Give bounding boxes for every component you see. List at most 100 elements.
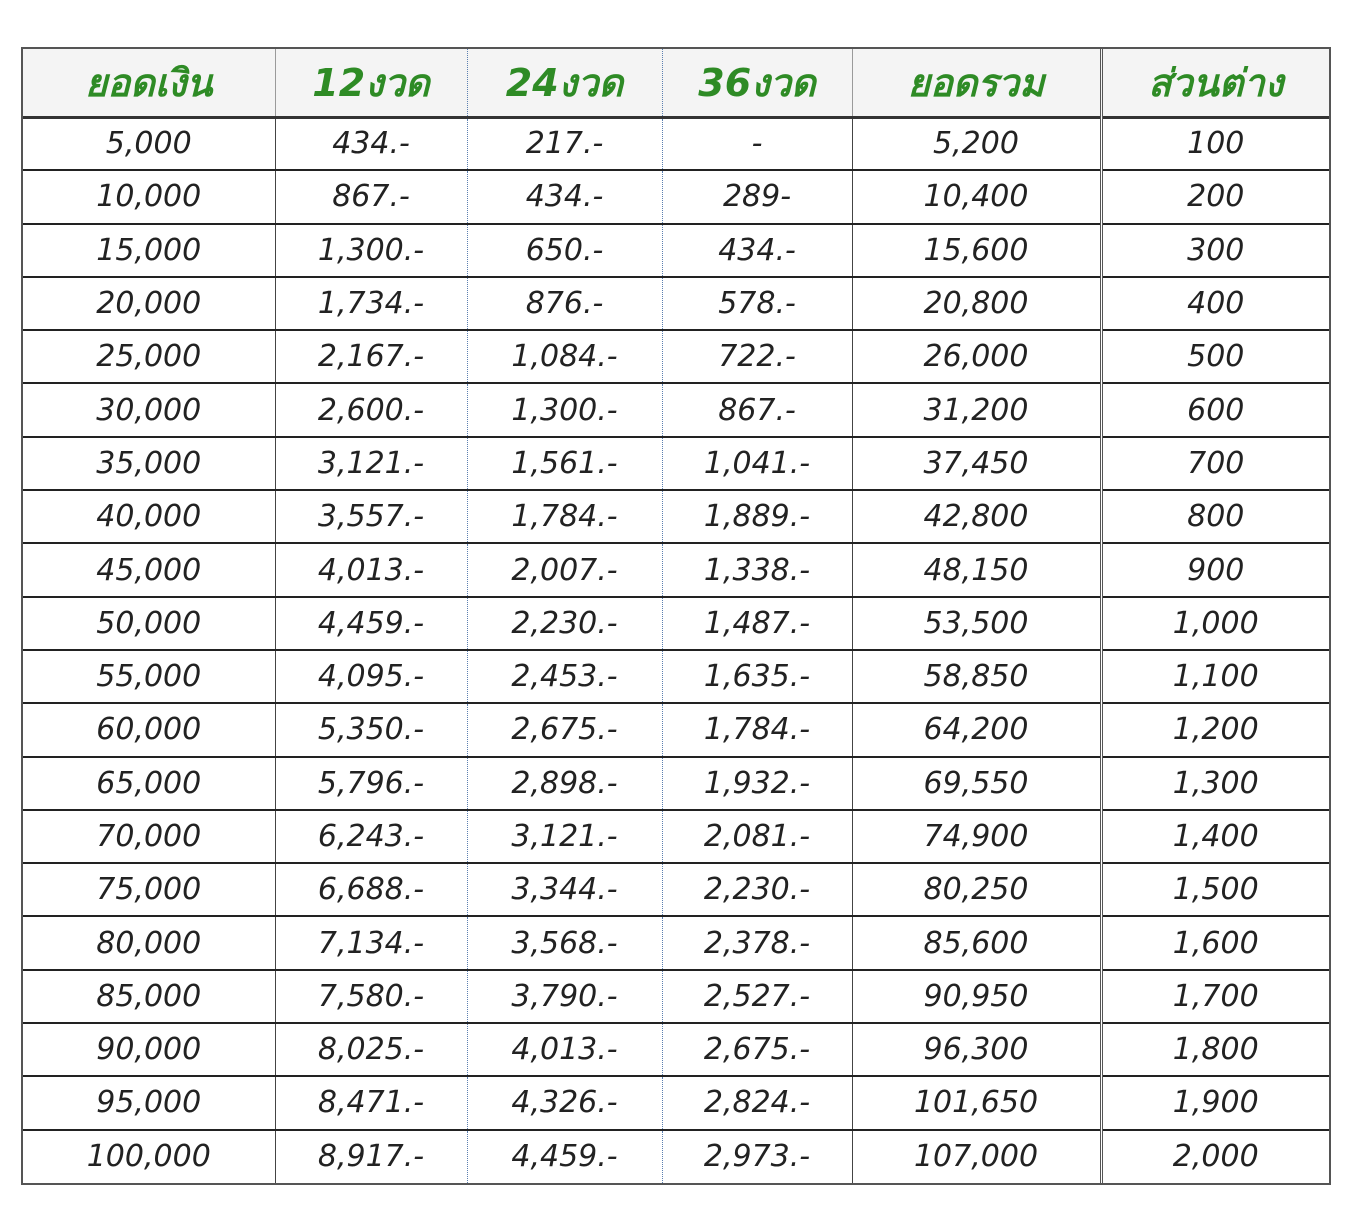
table-row: 95,000 8,471.- 4,326.- 2,824.- 101,650 1,900 (23, 1076, 1329, 1131)
installment-36-cell: 434.- (662, 223, 853, 278)
installment-12-cell: 1,300.- (275, 223, 468, 278)
difference-cell: 1,800 (1101, 1023, 1329, 1078)
amount-cell: 35,000 (23, 436, 276, 492)
installment-36-cell: 1,889.- (662, 490, 853, 545)
installment-36-cell: 578.- (662, 276, 853, 332)
total-cell: 20,800 (852, 276, 1103, 332)
header-row: ยอดเงิน 12งวด 24งวด 36งวด ยอดรวม ส่วนต่า… (23, 49, 1329, 119)
table-row: 60,000 5,350.- 2,675.- 1,784.- 64,200 1,200 (23, 703, 1329, 758)
amount-cell: 15,000 (23, 223, 276, 278)
total-cell: 69,550 (852, 756, 1103, 811)
installment-24-cell: 434.- (467, 170, 663, 225)
installment-36-cell: 289- (662, 170, 853, 225)
installment-table-container: ยอดเงิน 12งวด 24งวด 36งวด ยอดรวม ส่วนต่า… (21, 47, 1331, 1185)
amount-cell: 10,000 (23, 170, 276, 225)
installment-12-cell: 434.- (275, 117, 468, 172)
header-36-installments: 36งวด (662, 49, 853, 119)
installment-36-cell: 2,230.- (662, 863, 853, 918)
total-cell: 37,450 (852, 436, 1103, 492)
amount-cell: 45,000 (23, 543, 276, 598)
installment-36-cell: 2,675.- (662, 1023, 853, 1078)
difference-cell: 1,700 (1101, 969, 1329, 1025)
installment-12-cell: 5,350.- (275, 703, 468, 758)
installment-24-cell: 1,300.- (467, 383, 663, 438)
total-cell: 53,500 (852, 596, 1103, 651)
difference-cell: 300 (1101, 223, 1329, 278)
installment-24-cell: 4,013.- (467, 1023, 663, 1078)
table-row: 100,000 8,917.- 4,459.- 2,973.- 107,000 2,000 (23, 1129, 1329, 1183)
installment-24-cell: 2,898.- (467, 756, 663, 811)
total-cell: 90,950 (852, 969, 1103, 1025)
amount-cell: 95,000 (23, 1076, 276, 1131)
total-cell: 42,800 (852, 490, 1103, 545)
table-row: 75,000 6,688.- 3,344.- 2,230.- 80,250 1,500 (23, 863, 1329, 918)
installment-24-cell: 3,121.- (467, 809, 663, 865)
difference-cell: 100 (1101, 117, 1329, 172)
total-cell: 96,300 (852, 1023, 1103, 1078)
difference-cell: 700 (1101, 436, 1329, 492)
table-row: 20,000 1,734.- 876.- 578.- 20,800 400 (23, 276, 1329, 332)
header-24-installments: 24งวด (467, 49, 663, 119)
installment-12-cell: 7,580.- (275, 969, 468, 1025)
installment-12-cell: 867.- (275, 170, 468, 225)
table-row: 30,000 2,600.- 1,300.- 867.- 31,200 600 (23, 383, 1329, 438)
installment-36-cell: 1,784.- (662, 703, 853, 758)
amount-cell: 80,000 (23, 916, 276, 971)
installment-12-cell: 8,471.- (275, 1076, 468, 1131)
difference-cell: 1,500 (1101, 863, 1329, 918)
amount-cell: 85,000 (23, 969, 276, 1025)
total-cell: 80,250 (852, 863, 1103, 918)
installment-36-cell: 1,635.- (662, 649, 853, 705)
installment-12-cell: 1,734.- (275, 276, 468, 332)
installment-24-cell: 2,230.- (467, 596, 663, 651)
total-cell: 15,600 (852, 223, 1103, 278)
installment-36-cell: 2,973.- (662, 1129, 853, 1183)
difference-cell: 2,000 (1172, 1139, 1259, 1175)
installment-24-cell: 1,561.- (467, 436, 663, 492)
difference-cell: 1,100 (1101, 649, 1329, 705)
installment-24-cell: 2,007.- (467, 543, 663, 598)
table-row: 40,000 3,557.- 1,784.- 1,889.- 42,800 800 (23, 490, 1329, 545)
installment-24-cell: 4,326.- (467, 1076, 663, 1131)
difference-cell: 200 (1101, 170, 1329, 225)
amount-cell: 50,000 (23, 596, 276, 651)
amount-cell: 70,000 (23, 809, 276, 865)
difference-cell: 1,000 (1101, 596, 1329, 651)
difference-cell: 1,400 (1101, 809, 1329, 865)
installment-table: ยอดเงิน 12งวด 24งวด 36งวด ยอดรวม ส่วนต่า… (23, 49, 1329, 1183)
amount-cell: 60,000 (23, 703, 276, 758)
amount-cell: 75,000 (23, 863, 276, 918)
table-row: 55,000 4,095.- 2,453.- 1,635.- 58,850 1,100 (23, 649, 1329, 705)
total-cell: 101,650 (852, 1076, 1103, 1131)
total-cell: 58,850 (852, 649, 1103, 705)
installment-24-cell: 3,344.- (467, 863, 663, 918)
installment-12-cell: 4,013.- (275, 543, 468, 598)
header-amount: ยอดเงิน (23, 49, 276, 119)
total-cell: 107,000 (852, 1129, 1103, 1183)
installment-24-cell: 876.- (467, 276, 663, 332)
table-row: 35,000 3,121.- 1,561.- 1,041.- 37,450 700 (23, 436, 1329, 492)
installment-36-cell: 2,081.- (662, 809, 853, 865)
installment-12-cell: 2,600.- (275, 383, 468, 438)
installment-24-cell: 4,459.- (467, 1129, 663, 1183)
difference-cell: 500 (1101, 330, 1329, 385)
difference-cell: 800 (1101, 490, 1329, 545)
table-body: 5,000 434.- 217.- -5,200 100 10,000 867.- 434.-… (23, 117, 1329, 1183)
installment-36-cell: 867.- (662, 383, 853, 438)
installment-12-cell: 4,095.- (275, 649, 468, 705)
difference-cell: 600 (1101, 383, 1329, 438)
table-row: 25,000 2,167.- 1,084.- 722.- 26,000 500 (23, 330, 1329, 385)
installment-24-cell: 3,568.- (467, 916, 663, 971)
table-row: 15,000 1,300.- 650.- 434.- 15,600 300 (23, 223, 1329, 278)
header-12-installments: 12งวด (275, 49, 468, 119)
table-row: 80,000 7,134.- 3,568.- 2,378.- 85,600 1,600 (23, 916, 1329, 971)
total-cell: 74,900 (852, 809, 1103, 865)
installment-12-cell: 6,688.- (275, 863, 468, 918)
amount-cell: 100,000 (23, 1129, 276, 1183)
installment-36-cell: 1,338.- (662, 543, 853, 598)
amount-cell: 30,000 (23, 383, 276, 438)
installment-12-cell: 3,557.- (275, 490, 468, 545)
total-cell: 48,150 (852, 543, 1103, 598)
installment-12-cell: 8,025.- (275, 1023, 468, 1078)
table-row: 90,000 8,025.- 4,013.- 2,675.- 96,300 1,800 (23, 1023, 1329, 1078)
